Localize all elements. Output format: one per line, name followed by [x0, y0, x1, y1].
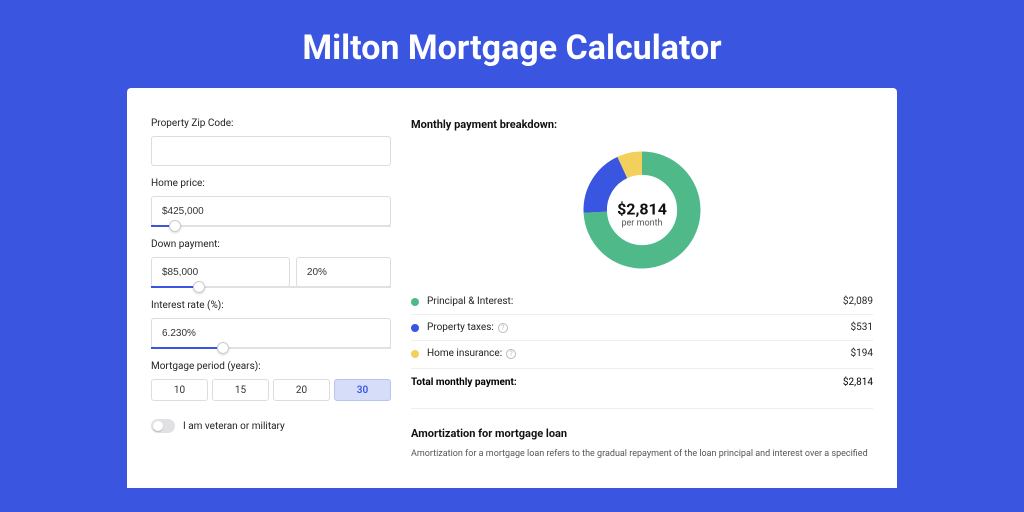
- legend-dot: [411, 324, 419, 332]
- veteran-label: I am veteran or military: [183, 421, 285, 432]
- rate-slider-thumb[interactable]: [217, 342, 229, 354]
- legend-dot: [411, 350, 419, 358]
- total-value: $2,814: [843, 377, 873, 388]
- info-icon[interactable]: ?: [506, 349, 516, 359]
- period-option-15[interactable]: 15: [212, 379, 269, 401]
- down-slider[interactable]: [151, 286, 391, 288]
- calculator-panel: Property Zip Code: Home price: Down paym…: [117, 88, 907, 488]
- amortization-body: Amortization for a mortgage loan refers …: [411, 448, 873, 461]
- veteran-toggle[interactable]: [151, 419, 175, 433]
- legend-label: Principal & Interest:: [427, 296, 843, 307]
- donut-chart: $2,814 per month: [411, 139, 873, 289]
- total-row: Total monthly payment: $2,814: [411, 368, 873, 392]
- amortization-section: Amortization for mortgage loan Amortizat…: [411, 408, 873, 461]
- legend-row-2: Home insurance:?$194: [411, 341, 873, 366]
- toggle-dot: [153, 421, 163, 431]
- down-label: Down payment:: [151, 239, 391, 250]
- legend-label: Property taxes:?: [427, 322, 851, 333]
- price-input[interactable]: [151, 196, 391, 226]
- legend: Principal & Interest:$2,089Property taxe…: [411, 289, 873, 366]
- legend-row-1: Property taxes:?$531: [411, 315, 873, 341]
- breakdown-title: Monthly payment breakdown:: [411, 118, 873, 131]
- breakdown-column: Monthly payment breakdown: $2,814 per mo…: [411, 112, 873, 488]
- price-slider-thumb[interactable]: [169, 220, 181, 232]
- legend-row-0: Principal & Interest:$2,089: [411, 289, 873, 315]
- period-label: Mortgage period (years):: [151, 361, 391, 372]
- donut-amount: $2,814: [617, 200, 667, 219]
- rate-label: Interest rate (%):: [151, 300, 391, 311]
- total-label: Total monthly payment:: [411, 377, 843, 388]
- donut-sub: per month: [617, 219, 667, 229]
- form-column: Property Zip Code: Home price: Down paym…: [151, 112, 391, 488]
- legend-dot: [411, 298, 419, 306]
- rate-input[interactable]: [151, 318, 391, 348]
- legend-value: $531: [851, 322, 873, 333]
- price-label: Home price:: [151, 178, 391, 189]
- amortization-title: Amortization for mortgage loan: [411, 427, 873, 440]
- period-option-10[interactable]: 10: [151, 379, 208, 401]
- donut-segment-home_insurance: [622, 163, 642, 167]
- rate-slider[interactable]: [151, 347, 391, 349]
- down-percent-input[interactable]: [296, 257, 391, 287]
- down-amount-input[interactable]: [151, 257, 290, 287]
- period-option-30[interactable]: 30: [334, 379, 391, 401]
- calculator-card: Property Zip Code: Home price: Down paym…: [127, 88, 897, 488]
- page-title: Milton Mortgage Calculator: [0, 0, 1024, 88]
- legend-value: $2,089: [843, 296, 873, 307]
- period-options: 10152030: [151, 379, 391, 401]
- donut-center: $2,814 per month: [617, 200, 667, 229]
- info-icon[interactable]: ?: [498, 323, 508, 333]
- legend-label: Home insurance:?: [427, 348, 851, 359]
- period-option-20[interactable]: 20: [273, 379, 330, 401]
- price-slider[interactable]: [151, 225, 391, 227]
- zip-label: Property Zip Code:: [151, 118, 391, 129]
- down-slider-thumb[interactable]: [193, 281, 205, 293]
- zip-input[interactable]: [151, 136, 391, 166]
- legend-value: $194: [851, 348, 873, 359]
- veteran-row: I am veteran or military: [151, 419, 391, 433]
